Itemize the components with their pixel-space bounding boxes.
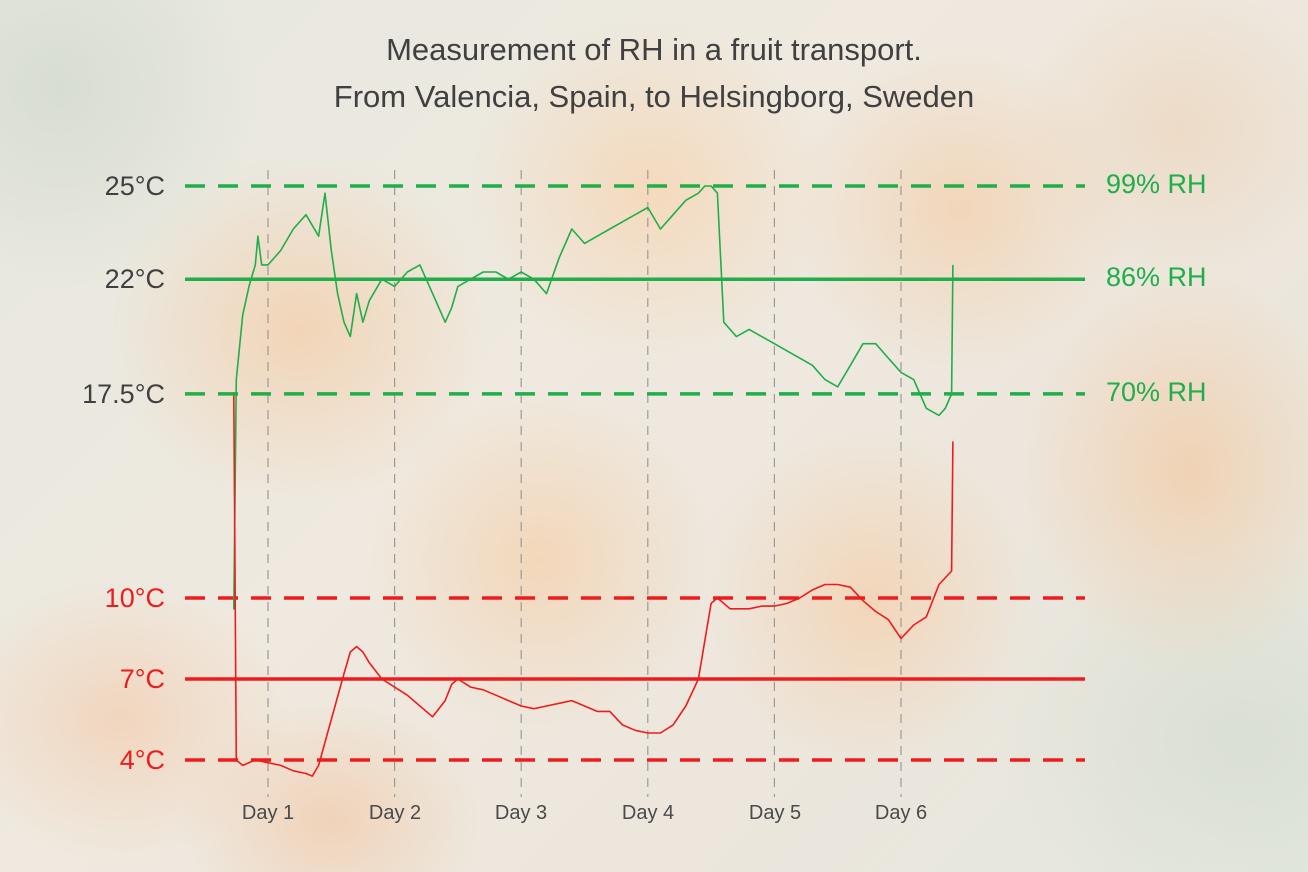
temperature-series-line: [233, 395, 954, 778]
right-label-70-rh: 70% RH: [1106, 377, 1207, 407]
x-label-day-2: Day 2: [368, 802, 422, 824]
vertical-day-gridlines: [267, 170, 902, 797]
left-label-4c: 4°C: [119, 745, 165, 775]
chart-title-line-2: From Valencia, Spain, to Helsingborg, Sw…: [333, 79, 975, 114]
right-label-99-rh: 99% RH: [1106, 169, 1207, 199]
x-label-day-5: Day 5: [748, 802, 802, 824]
x-label-day-6: Day 6: [874, 802, 928, 824]
reference-lines: [185, 184, 1085, 762]
left-label-25c: 25°C: [104, 171, 165, 201]
x-label-day-1: Day 1: [241, 802, 295, 824]
left-label-10c: 10°C: [104, 583, 165, 613]
right-label-86-rh: 86% RH: [1106, 262, 1207, 292]
chart-title-line-1: Measurement of RH in a fruit transport.: [386, 32, 922, 67]
rh-series-line: [233, 185, 954, 610]
left-label-17-5c: 17.5°C: [82, 379, 165, 409]
left-label-22c: 22°C: [104, 264, 165, 294]
left-label-7c: 7°C: [119, 664, 165, 694]
x-label-day-4: Day 4: [621, 802, 675, 824]
x-label-day-3: Day 3: [494, 802, 548, 824]
